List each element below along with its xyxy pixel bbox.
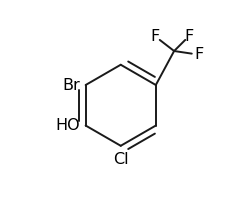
Text: F: F [194, 47, 204, 62]
Text: HO: HO [56, 118, 80, 133]
Text: F: F [150, 29, 159, 44]
Text: F: F [184, 29, 193, 44]
Text: Br: Br [63, 78, 80, 92]
Text: Cl: Cl [113, 152, 128, 167]
